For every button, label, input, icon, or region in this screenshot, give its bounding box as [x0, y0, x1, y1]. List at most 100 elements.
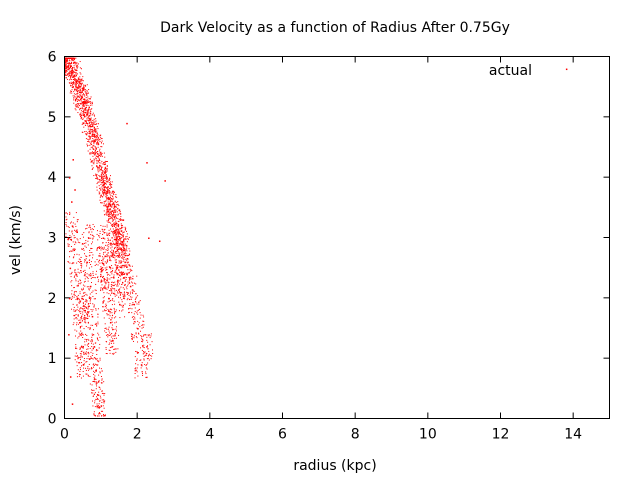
data-point — [69, 214, 71, 216]
data-point — [85, 104, 87, 106]
data-point — [142, 326, 144, 328]
data-point — [132, 303, 134, 305]
data-point — [150, 358, 152, 360]
data-point — [127, 297, 129, 299]
data-point — [105, 191, 107, 193]
data-point — [135, 363, 137, 365]
data-point — [111, 317, 113, 319]
data-point — [95, 309, 97, 311]
data-point — [102, 248, 104, 250]
data-point — [80, 92, 82, 94]
data-point — [111, 217, 113, 219]
legend-label-actual: actual — [489, 63, 532, 79]
data-point — [73, 287, 75, 289]
data-point — [66, 75, 68, 77]
data-point — [129, 276, 131, 278]
data-point — [107, 206, 109, 208]
data-point — [114, 281, 116, 283]
data-point — [99, 152, 101, 154]
data-point — [90, 340, 92, 342]
data-point — [81, 94, 83, 96]
data-point — [120, 267, 122, 269]
data-point — [108, 203, 110, 205]
data-point — [131, 339, 133, 341]
data-point — [77, 297, 79, 300]
data-point — [89, 305, 91, 307]
data-point — [147, 345, 149, 347]
data-point — [146, 162, 148, 164]
data-point — [68, 57, 70, 59]
data-point — [112, 314, 114, 316]
data-point — [109, 334, 111, 336]
data-point — [108, 334, 110, 336]
data-point — [89, 287, 91, 289]
data-point — [95, 146, 97, 148]
data-point — [102, 263, 104, 265]
data-point — [108, 189, 110, 191]
data-point — [123, 244, 125, 246]
data-point — [78, 310, 80, 312]
data-point — [87, 90, 89, 92]
data-point — [97, 316, 99, 318]
data-point — [90, 297, 92, 299]
data-point — [107, 181, 109, 183]
data-point — [109, 267, 111, 269]
data-point — [85, 240, 87, 242]
data-point — [89, 259, 91, 261]
data-point — [98, 181, 100, 183]
data-point — [92, 123, 94, 125]
data-point — [114, 196, 116, 198]
data-point — [115, 206, 117, 208]
data-point — [76, 373, 78, 375]
data-point — [83, 310, 85, 312]
data-point — [98, 175, 100, 177]
data-point — [96, 406, 98, 408]
data-point — [80, 333, 82, 335]
data-point — [113, 300, 115, 302]
data-point — [95, 323, 97, 325]
data-point — [134, 301, 136, 303]
data-point — [117, 276, 119, 278]
data-point — [133, 321, 135, 323]
data-point — [73, 296, 75, 298]
data-point — [102, 287, 104, 289]
data-point — [90, 108, 92, 110]
data-point — [77, 323, 79, 325]
data-point — [73, 262, 75, 264]
data-point — [66, 57, 68, 59]
data-point — [107, 221, 109, 223]
data-point — [73, 62, 75, 64]
data-point — [85, 116, 87, 118]
data-point — [80, 82, 82, 84]
data-point — [119, 290, 121, 292]
data-point — [130, 333, 132, 335]
data-point — [86, 93, 88, 95]
data-point — [114, 239, 116, 241]
data-point — [92, 254, 94, 256]
data-point — [111, 324, 113, 326]
data-point — [104, 255, 106, 258]
data-point — [103, 214, 105, 216]
data-point — [114, 201, 116, 203]
data-point — [82, 313, 84, 315]
data-point — [74, 68, 76, 70]
data-point — [130, 298, 132, 300]
data-point — [87, 111, 89, 113]
data-point — [127, 238, 129, 240]
data-point — [111, 206, 113, 208]
data-point — [93, 152, 95, 154]
data-point — [91, 161, 93, 163]
data-point — [129, 281, 131, 283]
data-point — [147, 362, 149, 364]
data-point — [89, 121, 91, 123]
data-point — [110, 211, 112, 213]
data-point — [107, 261, 109, 263]
data-point — [93, 175, 95, 177]
data-point — [90, 152, 92, 154]
data-point — [90, 247, 92, 249]
data-point — [73, 71, 75, 73]
data-point — [103, 175, 105, 177]
data-point — [73, 237, 75, 239]
data-point — [90, 136, 92, 138]
data-point — [104, 169, 106, 171]
